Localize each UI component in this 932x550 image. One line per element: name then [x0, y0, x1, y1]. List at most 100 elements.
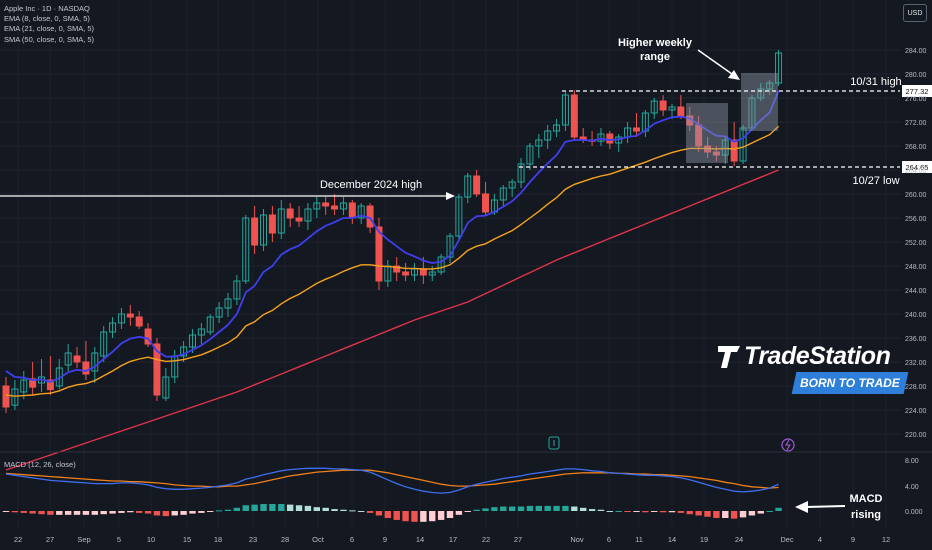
candle-up — [428, 271, 436, 276]
price-tick-label: 240.00 — [905, 312, 927, 319]
high-1031-label: 10/31 high — [850, 76, 901, 88]
date-tick-label: 9 — [383, 535, 387, 544]
candle-down — [144, 328, 152, 345]
macd-legend[interactable]: MACD (12, 26, close) — [4, 460, 76, 469]
candle-down — [286, 208, 294, 219]
dec-2024-arrowhead — [446, 192, 455, 200]
tradestation-logo: TradeStation BORN TO TRADE — [718, 342, 909, 394]
macd-histogram-bar — [136, 511, 143, 513]
macd-histogram-bar — [2, 511, 10, 512]
macd-histogram-bar — [304, 505, 312, 511]
macd-histogram-bar — [491, 507, 498, 511]
macd-histogram-bar — [118, 511, 125, 513]
candle-down — [348, 202, 356, 219]
macd-histogram-bar — [100, 511, 107, 515]
macd-rising-arrowhead — [795, 501, 808, 513]
macd-histogram-bar — [278, 503, 285, 511]
macd-histogram-bar — [597, 509, 605, 511]
candle-down — [82, 361, 90, 375]
date-tick-label: Oct — [312, 535, 325, 544]
sma50-line — [5, 169, 779, 471]
macd-histogram-bar — [633, 511, 640, 512]
annotation-layer: December 2024 high Higher weekly range 1… — [0, 37, 932, 521]
macd-tick-label: 0.000 — [905, 509, 923, 516]
macd-histogram-bar — [47, 511, 54, 515]
macd-histogram-bar — [127, 511, 134, 513]
ema8-legend[interactable]: EMA (8, close, 0, SMA, 5) — [4, 14, 90, 24]
macd-histogram-bar — [162, 511, 170, 517]
macd-histogram-bar — [615, 511, 622, 512]
candle-up — [100, 331, 108, 357]
price-tick-label: 272.00 — [905, 120, 927, 127]
candle-down — [730, 139, 738, 162]
range-box-lower — [686, 103, 728, 163]
higher-weekly-label-2: range — [640, 51, 670, 63]
macd-histogram-bar — [82, 511, 90, 515]
candle-up — [668, 106, 676, 111]
macd-histogram-bar — [322, 507, 329, 511]
candle-up — [20, 379, 28, 393]
candle-up — [11, 388, 19, 406]
dividend-marker-icon[interactable] — [781, 438, 795, 452]
candle-down — [153, 343, 161, 396]
macd-histogram-bar — [29, 511, 36, 514]
low-1027-label: 10/27 low — [852, 175, 899, 187]
macd-histogram-bar — [269, 503, 276, 511]
price-tick-label: 228.00 — [905, 384, 927, 391]
symbol-title: Apple Inc · 1D · NASDAQ — [4, 4, 90, 13]
candle-up — [561, 94, 569, 126]
sma50-legend[interactable]: SMA (50, close, 0, SMA, 5) — [4, 34, 95, 44]
candle-up — [260, 214, 268, 246]
macd-histogram-bar — [517, 506, 525, 511]
price-tick-label: 276.00 — [905, 96, 927, 103]
earnings-marker-icon[interactable] — [548, 436, 560, 450]
price-tick-label: 256.00 — [905, 216, 927, 223]
ema8-line — [5, 90, 780, 383]
date-tick-label: 24 — [735, 535, 743, 544]
candle-down — [419, 268, 427, 276]
date-tick-label: 14 — [416, 535, 424, 544]
macd-histogram-bar — [215, 510, 223, 512]
macd-histogram-bar — [624, 511, 631, 512]
tradestation-word: TradeStation — [744, 342, 891, 370]
price-tick-label: 280.00 — [905, 72, 927, 79]
macd-histogram-bar — [429, 511, 436, 522]
date-tick-label: 28 — [281, 535, 289, 544]
macd-histogram-bar — [38, 511, 45, 515]
candle-up — [233, 280, 241, 300]
currency-button[interactable]: USD — [903, 4, 927, 22]
macd-histogram-bar — [455, 511, 463, 515]
macd-histogram-bar — [340, 509, 347, 511]
candle-up — [197, 328, 205, 336]
dec-2024-high-label: December 2024 high — [320, 179, 422, 191]
candle-up — [242, 217, 250, 282]
candle-up — [304, 208, 312, 222]
born-to-trade-badge: BORN TO TRADE — [791, 372, 909, 394]
macd-histogram-bar — [651, 511, 658, 512]
candle-up — [215, 307, 223, 318]
macd-signal-line — [5, 469, 779, 489]
macd-histogram-bar — [642, 511, 649, 513]
candle-down — [393, 265, 401, 273]
macd-histogram-bar — [295, 505, 303, 511]
macd-rising-arrow-line — [805, 505, 846, 508]
ema21-legend[interactable]: EMA (21, close, 0, SMA, 5) — [4, 24, 95, 34]
macd-histogram-bar — [704, 511, 711, 517]
macd-histogram-bar — [748, 511, 756, 516]
candle-up — [109, 322, 117, 333]
macd-histogram-bar — [606, 511, 614, 512]
macd-histogram-bar — [562, 505, 569, 511]
macd-histogram-bar — [384, 511, 392, 519]
date-tick-label: 12 — [882, 535, 890, 544]
candle-down — [322, 202, 330, 207]
higher-weekly-arrowhead — [728, 70, 740, 80]
macd-histogram-bar — [535, 505, 542, 511]
candle-up — [455, 196, 463, 237]
candle-up — [277, 208, 285, 234]
higher-weekly-label-1: Higher weekly — [618, 37, 693, 49]
high-price-tag-text: 277.32 — [906, 87, 929, 96]
date-tick-label: 23 — [249, 535, 257, 544]
macd-histogram-bar — [544, 505, 551, 511]
range-box-upper — [741, 73, 778, 131]
